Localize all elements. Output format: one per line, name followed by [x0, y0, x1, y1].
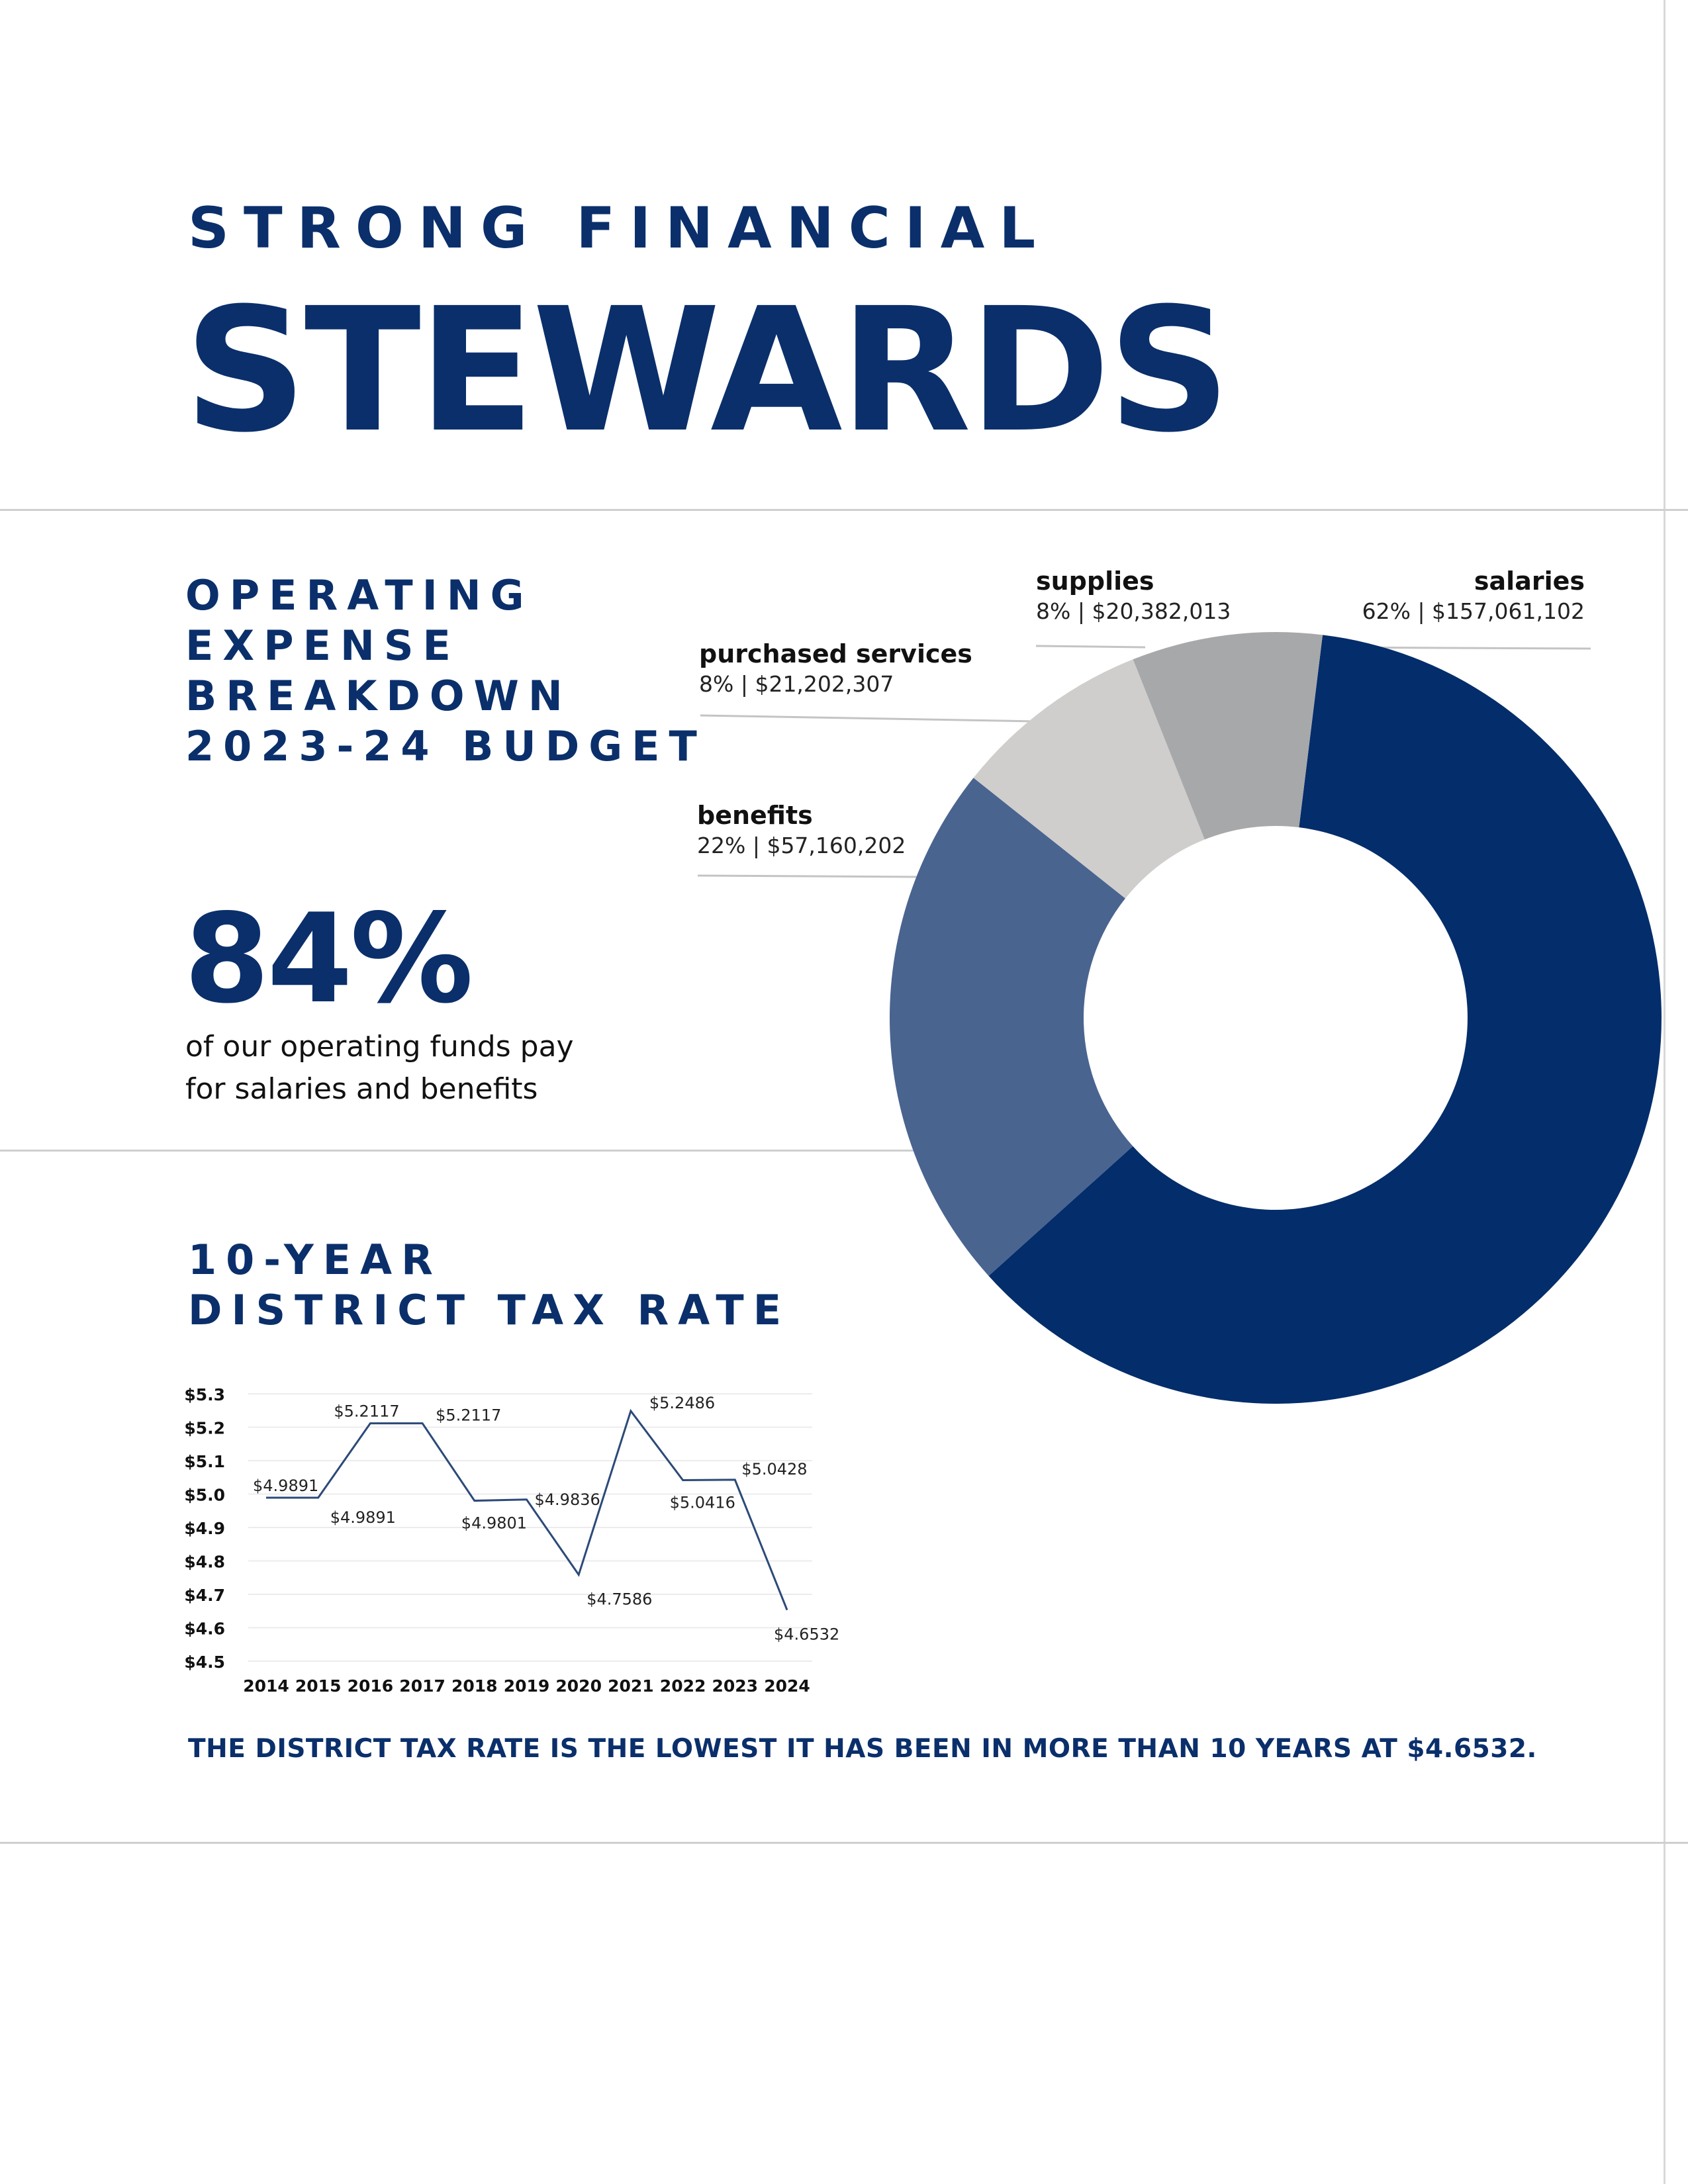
slice-name: salaries	[1474, 567, 1585, 596]
data-label: $5.2117	[334, 1402, 399, 1421]
slice-value: 22% | $57,160,202	[697, 833, 906, 858]
y-tick-label: $4.8	[184, 1553, 225, 1572]
x-tick-label: 2022	[660, 1676, 706, 1696]
tax-rate-line	[266, 1408, 788, 1611]
slice-name: supplies	[1036, 567, 1154, 596]
y-tick-label: $4.5	[184, 1653, 225, 1672]
data-label: $5.0428	[741, 1460, 807, 1479]
caption-line: of our operating funds pay	[185, 1030, 574, 1064]
caption-line: for salaries and benefits	[185, 1072, 538, 1106]
x-tick-label: 2018	[451, 1676, 498, 1696]
y-tick-label: $5.2	[184, 1419, 225, 1438]
leader-line	[1035, 645, 1146, 649]
x-tick-label: 2019	[504, 1676, 550, 1696]
slice-value: 62% | $157,061,102	[1362, 598, 1585, 624]
leader-line	[697, 874, 921, 878]
section-divider	[0, 1150, 914, 1152]
slice-benefits	[889, 778, 1133, 1276]
data-label: $4.9836	[535, 1490, 600, 1509]
leader-line	[700, 714, 1037, 723]
header-divider	[0, 509, 1688, 511]
x-tick-label: 2014	[243, 1676, 289, 1696]
title-line: BREAKDOWN	[185, 672, 572, 720]
right-edge-divider	[1664, 0, 1665, 2184]
y-tick-label: $4.9	[184, 1519, 225, 1538]
expense-donut-chart	[697, 632, 1662, 1404]
stat-caption: of our operating funds pay for salaries …	[185, 1026, 574, 1111]
expense-section-title: OPERATING EXPENSE BREAKDOWN 2023-24 BUDG…	[185, 570, 706, 772]
slice-supplies	[1133, 632, 1323, 840]
big-stat: 84%	[184, 887, 473, 1030]
label-purchased-services: purchased services 8% | $21,202,307	[699, 639, 972, 697]
title-line: 2023-24 BUDGET	[185, 722, 706, 770]
x-tick-label: 2021	[608, 1676, 654, 1696]
page-title: STEWARDS	[184, 271, 1231, 470]
x-tick-label: 2017	[399, 1676, 445, 1696]
data-label: $4.9891	[330, 1508, 396, 1527]
slice-name: purchased services	[699, 639, 972, 668]
x-tick-label: 2016	[348, 1676, 394, 1696]
data-label: $4.9801	[461, 1514, 527, 1533]
data-label: $5.2486	[649, 1394, 715, 1412]
page-kicker: STRONG FINANCIAL	[188, 195, 1051, 261]
tax-section-title: 10-YEAR DISTRICT TAX RATE	[188, 1235, 790, 1336]
data-label: $5.0416	[670, 1493, 735, 1512]
title-line: OPERATING	[185, 571, 534, 619]
y-tick-label: $5.0	[184, 1486, 225, 1505]
slice-salaries	[988, 635, 1662, 1404]
slice-name: benefits	[697, 801, 813, 830]
slice-value: 8% | $21,202,307	[699, 671, 894, 697]
data-label: $5.2117	[436, 1406, 501, 1425]
data-label: $4.6532	[774, 1625, 839, 1644]
x-tick-label: 2023	[712, 1676, 759, 1696]
data-label: $4.7586	[586, 1590, 652, 1608]
title-line: DISTRICT TAX RATE	[188, 1286, 791, 1334]
y-tick-label: $5.1	[184, 1452, 225, 1471]
y-tick-label: $4.7	[184, 1586, 225, 1605]
label-benefits: benefits 22% | $57,160,202	[697, 801, 906, 858]
tax-rate-line-chart: $5.3 $5.2 $5.1 $5.0 $4.9 $4.8 $4.7 $4.6 $4.5 2014…	[184, 1385, 839, 1696]
slice-purchased-services	[973, 659, 1205, 899]
y-tick-label: $4.6	[184, 1619, 225, 1639]
footer-divider	[0, 1842, 1688, 1844]
x-tick-label: 2015	[295, 1676, 342, 1696]
x-tick-label: 2024	[764, 1676, 810, 1696]
tax-statement: THE DISTRICT TAX RATE IS THE LOWEST IT H…	[188, 1734, 1537, 1764]
slice-value: 8% | $20,382,013	[1036, 598, 1231, 624]
data-label: $4.9891	[253, 1477, 318, 1495]
x-tick-label: 2020	[555, 1676, 602, 1696]
y-tick-label: $5.3	[184, 1385, 225, 1404]
label-supplies: supplies 8% | $20,382,013	[1036, 567, 1231, 624]
title-line: 10-YEAR	[188, 1236, 442, 1284]
title-line: EXPENSE	[185, 621, 460, 670]
label-salaries: salaries 62% | $157,061,102	[1362, 567, 1585, 624]
